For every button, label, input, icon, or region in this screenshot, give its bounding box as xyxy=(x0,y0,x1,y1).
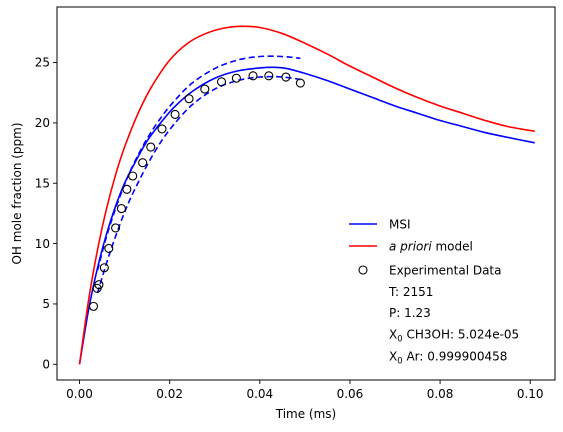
experimental-point xyxy=(248,71,258,81)
series-line-a-priori-model xyxy=(78,25,535,365)
y-axis-label: OH mole fraction (ppm) xyxy=(10,122,24,264)
experimental-point xyxy=(138,158,148,168)
axes-frame xyxy=(56,6,556,381)
legend-label-a-priori: a priori model xyxy=(389,240,473,254)
y-tick-label: 0 xyxy=(42,358,50,372)
y-tick-label: 15 xyxy=(35,176,50,190)
experimental-point xyxy=(88,301,99,311)
legend-note-x0-ch3oh-rest: CH3OH: 5.024e-05 xyxy=(403,328,520,342)
legend: MSI a priori model Experimental Data T: … xyxy=(349,218,519,367)
y-axis-ticks: 0 5 10 15 20 25 xyxy=(35,56,57,372)
legend-note-pressure: P: 1.23 xyxy=(389,306,431,320)
y-tick-label: 5 xyxy=(42,297,50,311)
plot-area xyxy=(78,25,535,365)
experimental-point xyxy=(184,94,194,104)
experimental-point xyxy=(157,124,167,134)
experimental-point xyxy=(116,204,126,214)
legend-handle-experimental xyxy=(358,265,368,275)
experimental-point xyxy=(200,84,210,94)
legend-note-temperature: T: 2151 xyxy=(388,285,433,299)
experimental-point xyxy=(122,184,132,194)
legend-label-a-priori-rest: model xyxy=(432,240,473,254)
legend-note-x0-ar-sub: 0 xyxy=(397,357,402,367)
x-tick-label: 0.04 xyxy=(246,387,273,401)
series-line-msi xyxy=(78,66,535,365)
experimental-point xyxy=(99,263,109,273)
legend-note-x0-ch3oh-x: X xyxy=(389,328,397,342)
experimental-point xyxy=(281,72,291,82)
experimental-point xyxy=(216,77,227,87)
legend-note-x0-ar-x: X xyxy=(389,350,397,364)
x-tick-label: 0.10 xyxy=(517,387,544,401)
legend-note-x0-ch3oh-sub: 0 xyxy=(397,335,402,345)
x-tick-label: 0.02 xyxy=(156,387,183,401)
x-tick-label: 0.00 xyxy=(66,387,93,401)
x-axis-ticks: 0.00 0.02 0.04 0.06 0.08 0.10 xyxy=(66,380,544,401)
x-tick-label: 0.08 xyxy=(427,387,454,401)
experimental-point xyxy=(170,109,180,119)
experimental-point xyxy=(94,280,104,290)
legend-note-x0-ar-rest: Ar: 0.999900458 xyxy=(403,350,508,364)
experimental-point xyxy=(295,78,305,88)
legend-label-experimental: Experimental Data xyxy=(389,264,502,278)
experimental-markers xyxy=(88,71,305,311)
x-axis-label: Time (ms) xyxy=(275,407,337,421)
series-line-msi-upper-bound xyxy=(96,55,301,271)
experimental-point xyxy=(264,71,274,81)
experimental-point xyxy=(128,171,138,181)
experimental-point xyxy=(104,243,114,253)
x-tick-label: 0.06 xyxy=(337,387,364,401)
series-layer xyxy=(78,25,535,365)
experimental-point xyxy=(146,142,156,152)
y-tick-label: 25 xyxy=(35,56,50,70)
legend-label-msi: MSI xyxy=(389,218,411,232)
legend-note-x0-ar: X0 Ar: 0.999900458 xyxy=(389,350,507,367)
experimental-point xyxy=(231,73,241,83)
y-tick-label: 20 xyxy=(35,116,50,130)
series-line-msi-lower-bound xyxy=(96,75,301,294)
y-tick-label: 10 xyxy=(35,237,50,251)
legend-label-a-priori-italic: a priori xyxy=(389,240,432,254)
legend-note-x0-ch3oh: X0 CH3OH: 5.024e-05 xyxy=(389,328,519,345)
experimental-point xyxy=(111,223,121,233)
